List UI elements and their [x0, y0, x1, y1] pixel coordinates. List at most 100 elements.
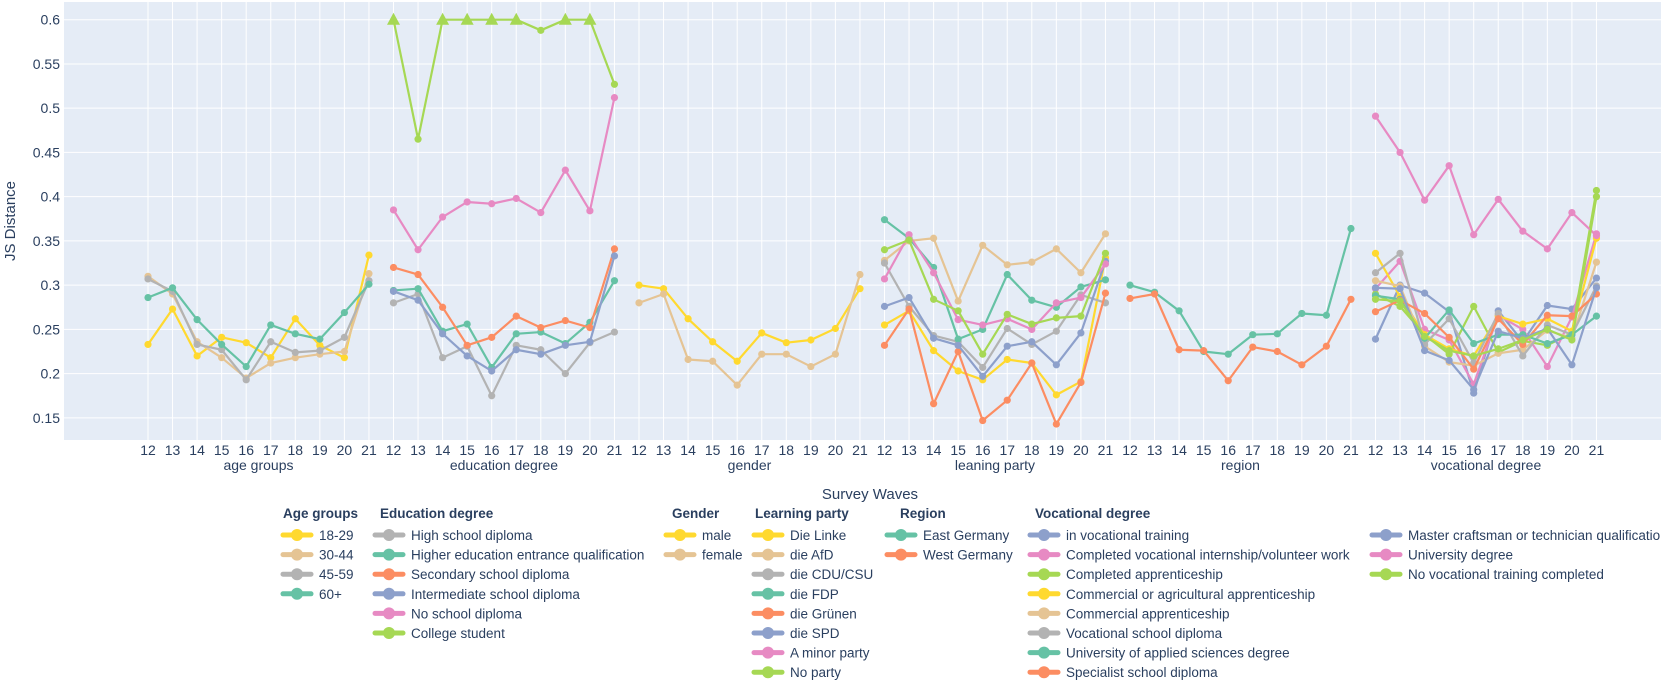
- legend-item[interactable]: Master craftsman or technician qualifica…: [1369, 528, 1661, 543]
- data-point: [1396, 285, 1404, 293]
- x-tick-label: 12: [631, 442, 647, 458]
- legend-label: 18-29: [319, 528, 354, 543]
- legend-item[interactable]: No vocational training completed: [1369, 567, 1604, 582]
- legend-item[interactable]: Secondary school diploma: [372, 567, 570, 582]
- legend-item[interactable]: A minor party: [751, 646, 870, 661]
- legend-item[interactable]: die Grünen: [751, 606, 857, 621]
- data-point: [1494, 327, 1502, 335]
- data-point: [537, 350, 545, 358]
- data-point: [758, 350, 766, 358]
- x-tick-label: 13: [1392, 442, 1408, 458]
- legend-item[interactable]: female: [663, 548, 743, 563]
- data-point: [218, 354, 226, 362]
- x-tick-label: 21: [1589, 442, 1605, 458]
- x-tick-label: 19: [312, 442, 328, 458]
- series-line: [884, 260, 1107, 378]
- data-point: [1470, 365, 1478, 373]
- legend-item[interactable]: Vocational school diploma: [1027, 626, 1223, 641]
- data-point: [1470, 352, 1478, 360]
- x-tick-label: 19: [1294, 442, 1310, 458]
- legend-item[interactable]: 45-59: [280, 567, 354, 582]
- legend-item[interactable]: No school diploma: [372, 606, 523, 621]
- data-point: [954, 316, 962, 324]
- data-point: [414, 135, 422, 143]
- data-point-clipped: [558, 12, 572, 25]
- series-line: [392, 18, 616, 141]
- data-point: [1249, 343, 1257, 351]
- data-point: [1592, 258, 1601, 266]
- legend-label: Completed vocational internship/voluntee…: [1066, 548, 1350, 563]
- legend-item[interactable]: No party: [751, 665, 841, 680]
- legend-label: 45-59: [319, 567, 354, 582]
- legend-swatch-marker: [291, 568, 303, 581]
- data-point: [930, 334, 938, 342]
- series-line: [638, 284, 861, 363]
- legend-item[interactable]: Completed apprenticeship: [1027, 567, 1223, 582]
- data-point: [1175, 307, 1183, 315]
- legend-swatch-marker: [762, 666, 774, 679]
- series-female: [635, 270, 864, 389]
- legend-swatch-marker: [895, 529, 907, 541]
- x-tick-label: 20: [1319, 442, 1335, 458]
- data-point: [635, 299, 643, 307]
- data-point: [1568, 361, 1576, 369]
- legend-label: Specialist school diploma: [1066, 665, 1218, 680]
- legend-item[interactable]: West Germany: [884, 548, 1013, 563]
- series-line: [883, 257, 1107, 396]
- legend-swatch-marker: [762, 548, 774, 561]
- legend-label: Secondary school diploma: [411, 567, 570, 582]
- legend-item[interactable]: University degree: [1369, 548, 1513, 563]
- legend-item[interactable]: die FDP: [751, 587, 839, 602]
- data-point-clipped: [485, 12, 499, 25]
- data-point: [586, 338, 594, 346]
- legend-swatch-marker: [383, 587, 395, 600]
- legend-label: Die Linke: [790, 528, 846, 543]
- legend-item[interactable]: 30-44: [280, 548, 354, 563]
- legend-label: Completed apprenticeship: [1066, 567, 1223, 582]
- legend-item[interactable]: die SPD: [751, 626, 840, 641]
- legend-swatch-marker: [1380, 529, 1392, 541]
- legend-item[interactable]: Completed vocational internship/voluntee…: [1027, 548, 1350, 563]
- legend-label: male: [702, 528, 731, 543]
- legend-item[interactable]: Die Linke: [751, 528, 846, 543]
- legend-item[interactable]: in vocational training: [1027, 528, 1189, 543]
- data-point: [389, 287, 398, 295]
- data-point: [218, 340, 226, 349]
- legend-label: die SPD: [790, 626, 840, 641]
- data-point: [1592, 274, 1601, 282]
- data-point: [1421, 347, 1429, 355]
- legend-item[interactable]: Commercial apprenticeship: [1027, 606, 1230, 621]
- data-point: [291, 315, 299, 323]
- data-point: [1592, 232, 1601, 240]
- data-point: [1101, 289, 1110, 297]
- legend-item[interactable]: College student: [372, 626, 505, 641]
- data-point: [267, 321, 275, 329]
- legend-item[interactable]: University of applied sciences degree: [1027, 646, 1290, 661]
- legend-item[interactable]: die CDU/CSU: [751, 567, 873, 582]
- x-tick-label: 21: [361, 442, 377, 458]
- series-line: [1129, 292, 1352, 382]
- legend-item[interactable]: Commercial or agricultural apprenticeshi…: [1027, 587, 1315, 602]
- legend-item[interactable]: 18-29: [280, 528, 354, 543]
- x-tick-label: 17: [999, 442, 1015, 458]
- series-no-school-diploma: [389, 93, 619, 254]
- legend-item[interactable]: die AfD: [751, 548, 834, 563]
- x-tick-label: 20: [582, 442, 598, 458]
- legend-item[interactable]: 60+: [280, 587, 342, 602]
- data-point: [1421, 332, 1429, 341]
- legend-item[interactable]: male: [663, 528, 731, 543]
- data-point: [463, 198, 471, 206]
- legend-item[interactable]: East Germany: [884, 528, 1010, 543]
- legend-item[interactable]: Intermediate school diploma: [372, 587, 580, 602]
- data-point: [1003, 270, 1011, 279]
- series-line: [883, 233, 1107, 303]
- x-tick-label: 17: [508, 442, 524, 458]
- legend-swatch-marker: [383, 548, 395, 561]
- data-point: [512, 194, 520, 203]
- legend-item[interactable]: Higher education entrance qualification: [372, 548, 644, 563]
- legend-item[interactable]: Specialist school diploma: [1027, 665, 1218, 680]
- series-no-party: [880, 236, 1110, 358]
- legend-item[interactable]: High school diploma: [372, 528, 533, 543]
